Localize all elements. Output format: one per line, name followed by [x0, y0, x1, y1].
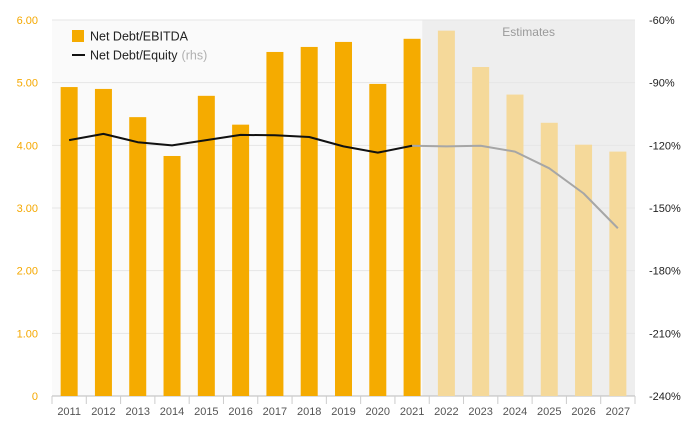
legend: Net Debt/EBITDA Net Debt/Equity (rhs): [72, 30, 207, 63]
x-axis: 2011 2012 2013 2014 2015 2016 2017 2018 2019 2020…: [51, 396, 636, 418]
x-tick-label-2016: 2016: [228, 406, 252, 418]
legend-label-ebitda: Net Debt/EBITDA: [90, 30, 189, 44]
bar-2012: [94, 88, 112, 396]
x-tick-label-2025: 2025: [537, 406, 561, 418]
y-axis-left: 0 1.00 2.00 3.00 4.00 5.00 6.00: [17, 15, 38, 403]
y-right-tick-label: -90%: [649, 78, 675, 90]
y-left-tick-label: 4.00: [17, 140, 38, 152]
x-tick-label-2021: 2021: [400, 406, 424, 418]
bar-2022: [437, 30, 455, 397]
x-tick-label-2024: 2024: [503, 406, 527, 418]
line-net-debt-equity: [68, 132, 619, 229]
line-segment-estimates: [412, 144, 619, 229]
y-right-tick-label: -120%: [649, 140, 681, 152]
y-left-tick-label: 3.00: [17, 203, 38, 215]
y-right-tick-label: -60%: [649, 15, 675, 27]
bar-2018: [300, 46, 318, 397]
x-tick-label-2019: 2019: [331, 406, 355, 418]
bar-2026: [575, 144, 593, 396]
y-left-tick-label: 0: [32, 391, 38, 403]
y-left-tick-label: 6.00: [17, 15, 38, 27]
bars-net-debt-ebitda: [60, 30, 627, 397]
bar-2025: [540, 122, 558, 397]
estimates-label: Estimates: [502, 25, 555, 39]
x-tick-label-2014: 2014: [160, 406, 184, 418]
x-tick-label-2027: 2027: [606, 406, 630, 418]
bar-2021: [403, 38, 421, 397]
x-tick-label-2020: 2020: [366, 406, 390, 418]
x-tick-label-2011: 2011: [57, 406, 81, 418]
y-right-tick-label: -150%: [649, 203, 681, 215]
legend-label-equity-suffix: (rhs): [182, 49, 208, 63]
legend-label-equity: Net Debt/Equity (rhs): [90, 49, 207, 63]
x-tick-label-2012: 2012: [91, 406, 115, 418]
bar-2020: [369, 83, 387, 397]
x-tick-label-2013: 2013: [125, 406, 149, 418]
bar-2016: [232, 124, 250, 397]
y-axis-right: -60% -90% -120% -150% -180% -210% -240%: [649, 15, 681, 403]
x-tick-label-2026: 2026: [571, 406, 595, 418]
x-tick-label-2023: 2023: [468, 406, 492, 418]
y-left-tick-label: 5.00: [17, 78, 38, 90]
x-tick-label-2017: 2017: [263, 406, 287, 418]
y-right-tick-label: -180%: [649, 266, 681, 278]
bar-2019: [335, 41, 352, 396]
bar-2015: [197, 95, 215, 397]
bar-2017: [266, 51, 284, 397]
legend-label-equity-text: Net Debt/Equity: [90, 49, 178, 63]
bar-2023: [472, 67, 490, 396]
y-left-tick-label: 2.00: [17, 266, 38, 278]
legend-swatch-bar: [72, 30, 84, 42]
y-right-tick-label: -240%: [649, 391, 681, 403]
bar-2011: [60, 87, 78, 396]
bar-2014: [163, 155, 181, 396]
x-tick-label-2015: 2015: [194, 406, 218, 418]
bar-2024: [506, 94, 524, 396]
bar-2027: [609, 151, 627, 396]
x-tick-label-2022: 2022: [434, 406, 458, 418]
y-right-tick-label: -210%: [649, 328, 681, 340]
bar-2013: [129, 117, 147, 396]
y-left-tick-label: 1.00: [17, 328, 38, 340]
line-segment-actual: [68, 132, 413, 154]
x-tick-label-2018: 2018: [297, 406, 321, 418]
